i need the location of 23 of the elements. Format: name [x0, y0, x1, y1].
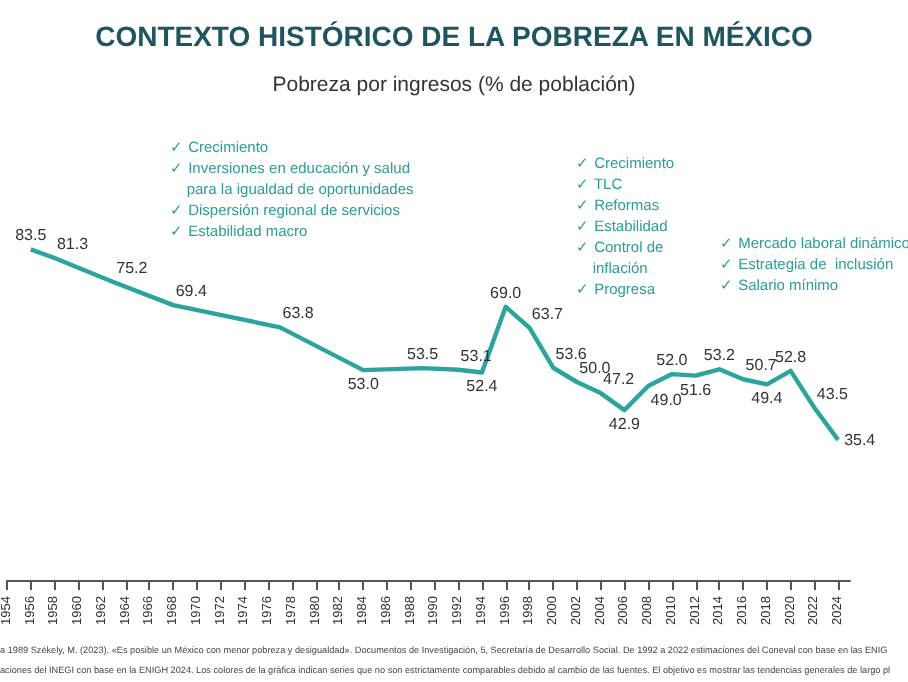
data-label: 69.4	[175, 282, 208, 301]
data-label: 75.2	[116, 259, 149, 278]
data-label: 50.7	[745, 356, 778, 375]
data-label: 49.0	[650, 390, 683, 409]
data-label: 52.8	[775, 347, 808, 366]
data-label: 53.2	[703, 346, 737, 365]
data-label: 52.4	[466, 377, 499, 396]
data-label: 53.0	[347, 375, 380, 394]
data-label: 83.5	[15, 226, 48, 245]
data-label: 63.7	[531, 304, 565, 323]
data-label: 42.9	[608, 415, 642, 434]
data-label: 81.3	[56, 235, 90, 254]
data-label: 49.4	[751, 389, 784, 408]
chart-subtitle: Pobreza por ingresos (% de población)	[272, 73, 636, 97]
data-label: 51.6	[680, 380, 713, 399]
data-label: 43.5	[816, 384, 850, 403]
data-label: 53.5	[406, 345, 440, 364]
chart-title: CONTEXTO HISTÓRICO DE LA POBREZA EN MÉXICO	[95, 20, 814, 52]
data-label: 69.0	[490, 283, 523, 302]
data-label: 53.6	[555, 344, 588, 363]
data-label: 35.4	[844, 430, 877, 449]
data-label: 63.8	[282, 304, 315, 323]
data-label: 52.0	[656, 351, 689, 370]
